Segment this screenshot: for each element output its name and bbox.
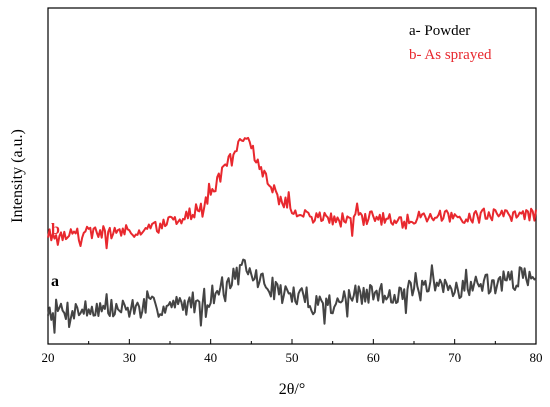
x-tick-label: 30 (123, 350, 136, 365)
x-tick-label: 70 (448, 350, 461, 365)
x-tick-label: 60 (367, 350, 380, 365)
x-tick-label: 80 (530, 350, 543, 365)
y-axis-label: Intensity (a.u.) (9, 129, 26, 223)
series-label-b: b (51, 221, 60, 238)
x-tick-label: 20 (42, 350, 55, 365)
x-axis-label: 2θ/° (279, 381, 306, 398)
x-tick-label: 40 (204, 350, 217, 365)
legend-entry-as-sprayed: b- As sprayed (409, 47, 492, 63)
series-line-powder (47, 258, 537, 334)
series-label-a: a (51, 273, 59, 290)
x-axis-ticks: 20 30 40 50 60 70 80 (42, 339, 543, 365)
series-line-as-sprayed (47, 136, 537, 250)
legend-entry-powder: a- Powder (409, 23, 470, 39)
x-tick-label: 50 (286, 350, 299, 365)
